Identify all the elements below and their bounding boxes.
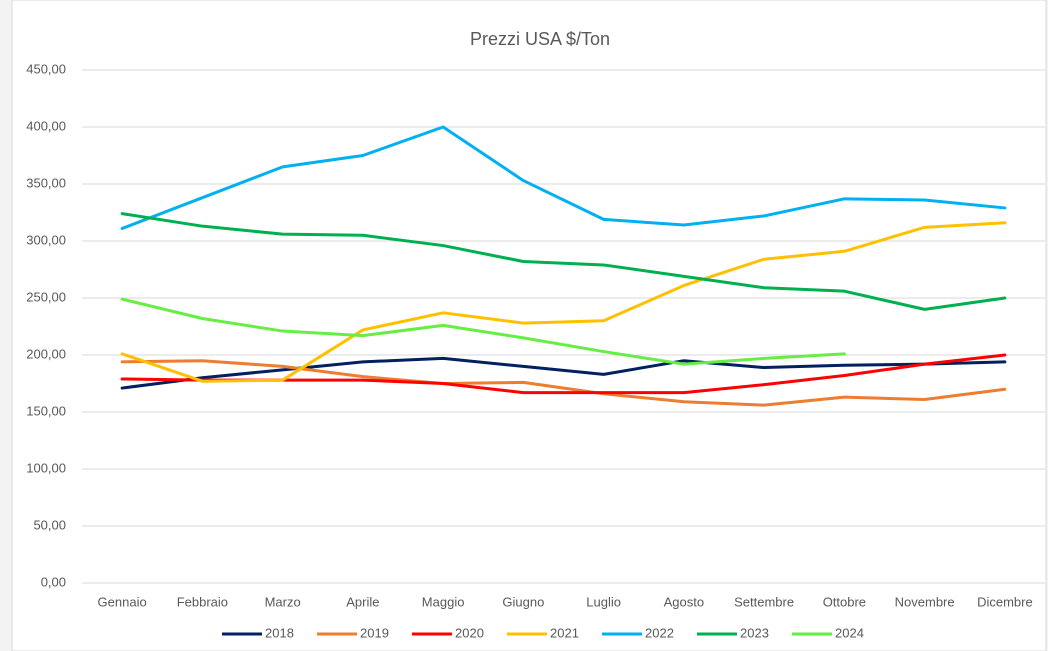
legend-label: 2024 bbox=[835, 625, 864, 640]
legend-label: 2021 bbox=[550, 625, 579, 640]
x-tick-label: Luglio bbox=[586, 594, 621, 609]
legend-label: 2018 bbox=[265, 625, 294, 640]
x-tick-label: Gennaio bbox=[98, 594, 147, 609]
x-tick-label: Ottobre bbox=[823, 594, 866, 609]
chart-panel bbox=[11, 0, 1047, 651]
legend-label: 2023 bbox=[740, 625, 769, 640]
legend-label: 2019 bbox=[360, 625, 389, 640]
series-line bbox=[120, 125, 1007, 230]
x-tick-label: Maggio bbox=[422, 594, 465, 609]
series-line bbox=[120, 221, 1007, 383]
y-tick-label: 100,00 bbox=[26, 460, 66, 475]
x-tick-label: Agosto bbox=[664, 594, 704, 609]
series-line bbox=[120, 297, 846, 366]
legend-label: 2022 bbox=[645, 625, 674, 640]
chart-title: Prezzi USA $/Ton bbox=[470, 29, 610, 49]
x-tick-label: Dicembre bbox=[977, 594, 1033, 609]
y-tick-label: 300,00 bbox=[26, 232, 66, 247]
legend-label: 2020 bbox=[455, 625, 484, 640]
series-line bbox=[120, 212, 1007, 311]
y-tick-label: 150,00 bbox=[26, 403, 66, 418]
series-line bbox=[120, 359, 1007, 407]
y-tick-label: 0,00 bbox=[41, 574, 66, 589]
y-tick-label: 350,00 bbox=[26, 175, 66, 190]
y-tick-label: 250,00 bbox=[26, 289, 66, 304]
x-tick-label: Settembre bbox=[734, 594, 794, 609]
x-tick-label: Marzo bbox=[265, 594, 301, 609]
series-line bbox=[120, 356, 1007, 390]
x-tick-label: Febbraio bbox=[177, 594, 228, 609]
x-tick-label: Aprile bbox=[346, 594, 379, 609]
y-tick-label: 400,00 bbox=[26, 118, 66, 133]
x-tick-label: Giugno bbox=[502, 594, 544, 609]
y-tick-label: 450,00 bbox=[26, 61, 66, 76]
y-tick-label: 200,00 bbox=[26, 346, 66, 361]
y-tick-label: 50,00 bbox=[33, 517, 66, 532]
x-tick-label: Novembre bbox=[895, 594, 955, 609]
